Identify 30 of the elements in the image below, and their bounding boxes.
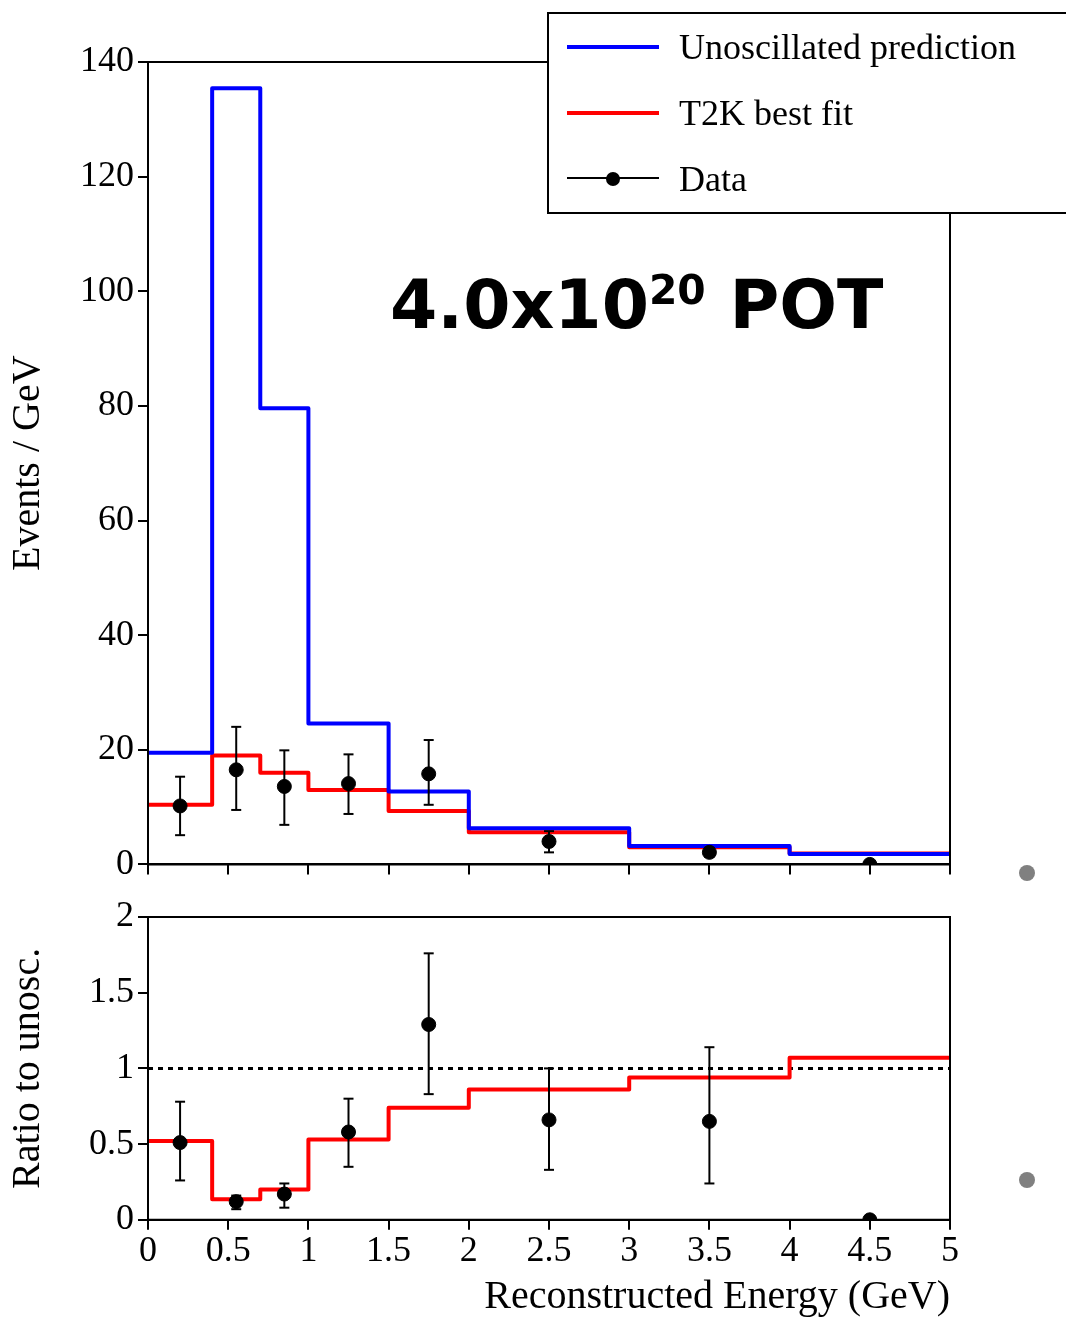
y-tick-label: 80	[98, 383, 134, 424]
y-tick-label: 140	[80, 39, 134, 80]
y-axis-title: Events / GeV	[2, 355, 48, 571]
y-tick-label: 1	[116, 1045, 134, 1086]
y-tick-label: 1.5	[89, 970, 134, 1011]
x-tick-label: 3	[620, 1228, 639, 1269]
x-tick-label: 4	[780, 1228, 799, 1269]
y-tick-label: 0	[116, 841, 134, 882]
legend-label: Unoscillated prediction	[679, 26, 1016, 68]
x-tick-label: 4.5	[847, 1228, 893, 1269]
x-tick-label: 0.5	[205, 1228, 251, 1269]
y-tick-label: 100	[80, 268, 134, 309]
x-tick-label: 5	[941, 1228, 959, 1269]
annotation: 4.0x10$^{20}$ POT	[390, 265, 884, 344]
legend-label: T2K best fit	[679, 92, 853, 134]
y-tick-label: 120	[80, 154, 134, 195]
y-tick-label: 0.5	[89, 1121, 134, 1162]
y-tick-label: 40	[98, 612, 134, 653]
y-tick-label: 2	[116, 894, 134, 935]
x-tick-label: 2	[459, 1228, 478, 1269]
x-tick-label: 1	[299, 1228, 318, 1269]
legend-label: Data	[679, 158, 747, 200]
x-tick-label: 3.5	[686, 1228, 732, 1269]
y-tick-label: 20	[98, 727, 134, 768]
x-tick-label: 2.5	[526, 1228, 572, 1269]
x-axis-title: Reconstructed Energy (GeV)	[484, 1271, 950, 1317]
y-tick-label: 0	[116, 1197, 134, 1238]
y-tick-label: 60	[98, 497, 134, 538]
y-axis-title: Ratio to unosc.	[2, 947, 48, 1189]
x-tick-label: 1.5	[366, 1228, 412, 1269]
